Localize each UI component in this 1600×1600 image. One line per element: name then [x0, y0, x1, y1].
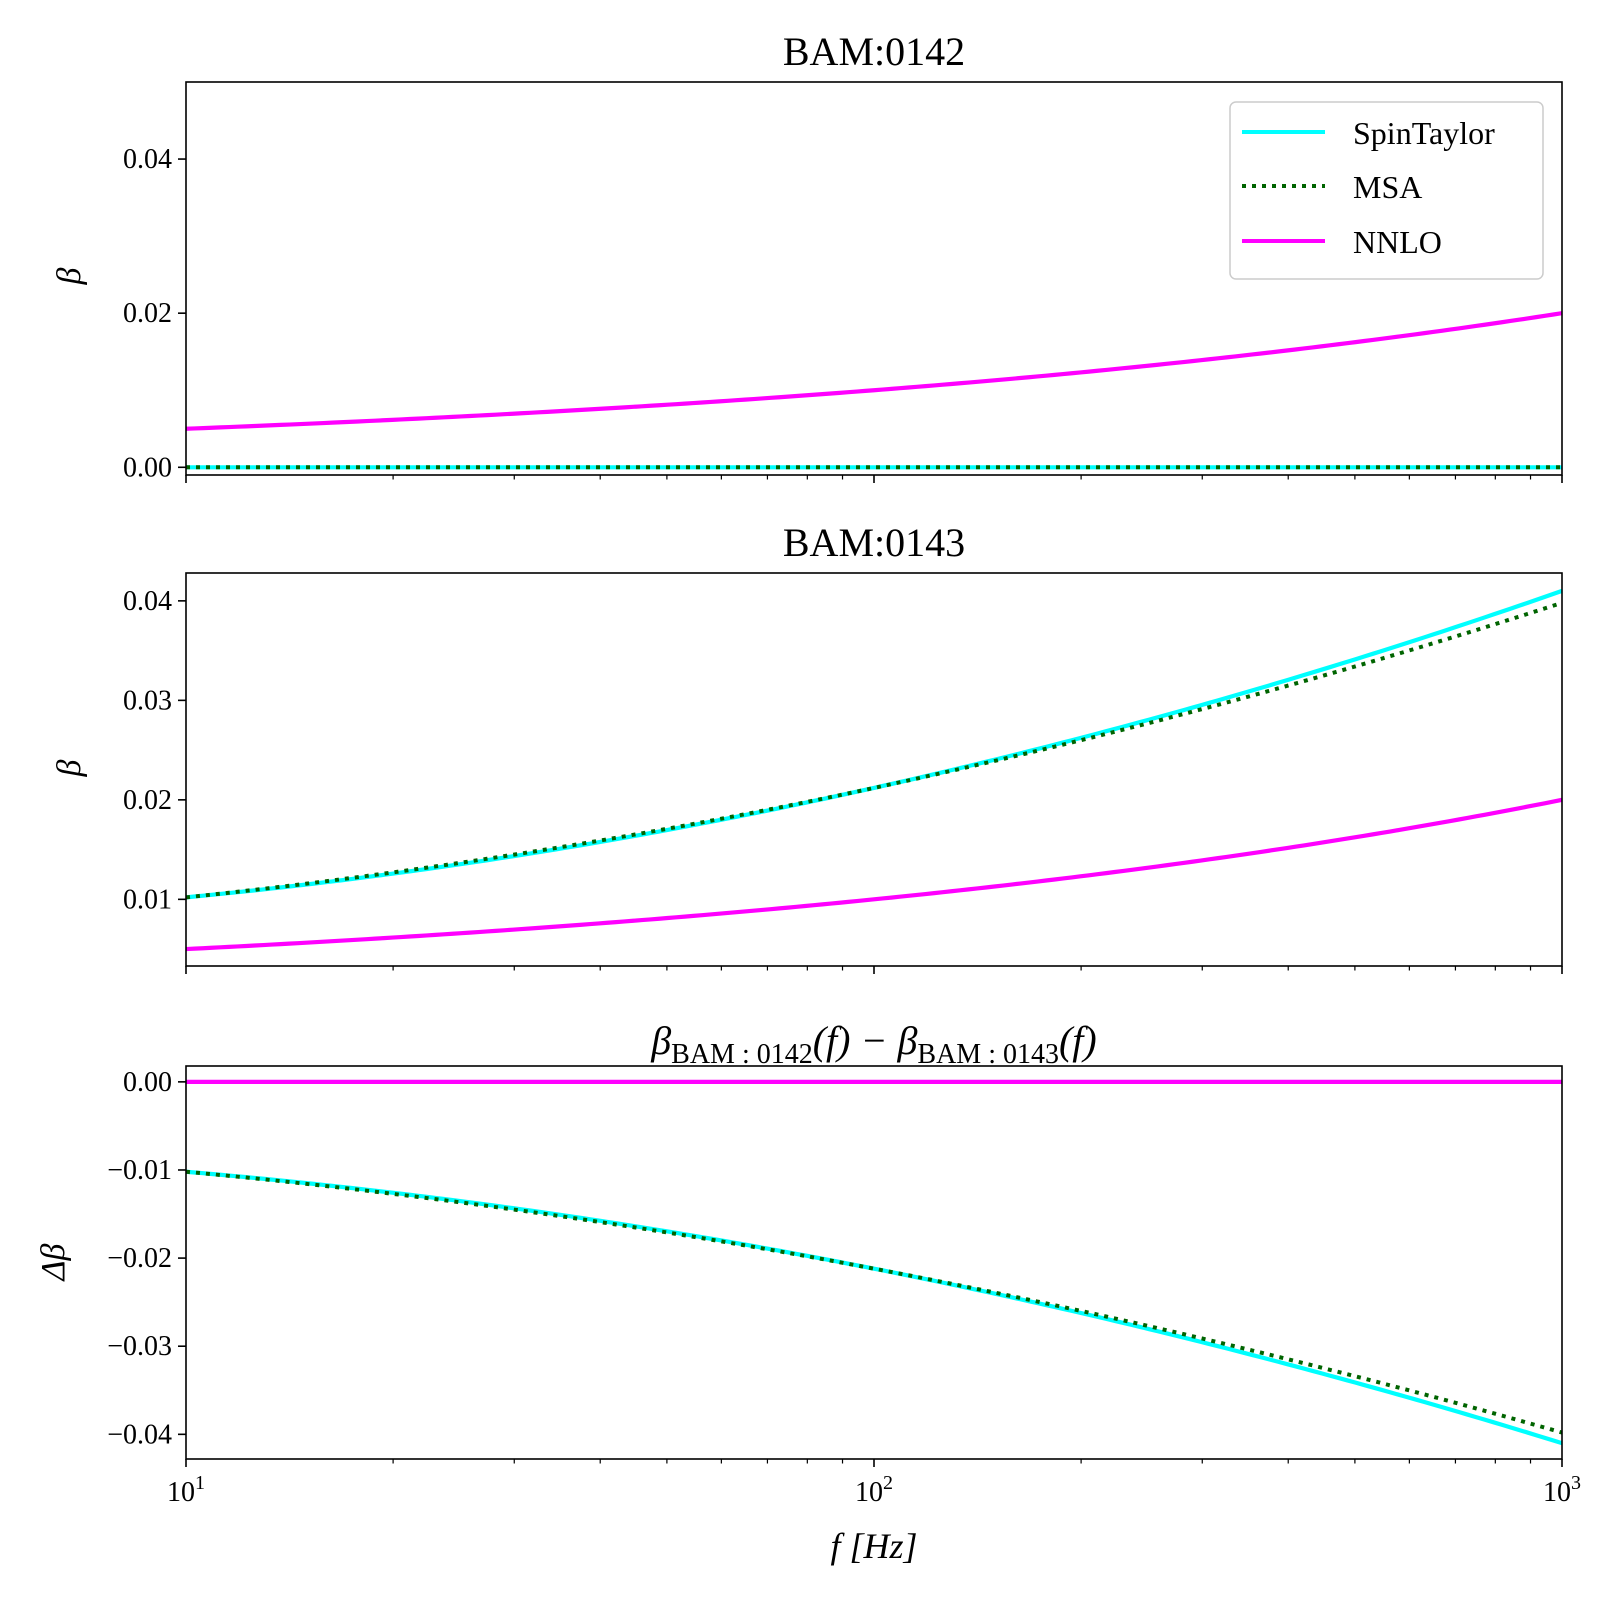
y-axis-label: β: [51, 759, 88, 777]
y-tick-label: 0.00: [123, 1067, 172, 1098]
y-tick-label: 0.04: [123, 586, 172, 617]
panel-title: βBAM : 0142(f) − βBAM : 0143(f): [650, 1018, 1097, 1070]
x-tick-label: 101: [167, 1472, 205, 1508]
legend-frame: [1229, 101, 1544, 280]
x-tick-label: 102: [855, 1472, 893, 1508]
series-layer: [186, 311, 1562, 470]
x-axis-label: f [Hz]: [830, 1526, 917, 1566]
y-tick-label: −0.03: [107, 1331, 172, 1362]
legend-label-nnlo: NNLO: [1353, 224, 1442, 260]
panel-bam-0142: BAM:0142 0.00 0.02 0.04 β SpinTaylor MSA N…: [51, 29, 1563, 483]
y-tick-label: 0.03: [123, 685, 172, 716]
y-tick-label: 0.02: [123, 785, 172, 816]
panel-bam-0143: BAM:0143 0.01 0.02 0.03 0.04 β: [51, 520, 1563, 974]
series-line-nnlo: [186, 797, 1562, 952]
y-tick-label: −0.04: [107, 1419, 172, 1450]
legend-label-msa: MSA: [1353, 169, 1422, 205]
y-tick-label: −0.01: [107, 1155, 172, 1186]
panel-difference: βBAM : 0142(f) − βBAM : 0143(f) 0.00 −0.0…: [35, 1018, 1581, 1566]
y-axis-label: β: [51, 267, 88, 285]
y-tick-label: 0.01: [123, 884, 172, 915]
y-tick-label: −0.02: [107, 1243, 172, 1274]
y-tick-label: 0.04: [123, 144, 172, 175]
y-axis-label: Δβ: [35, 1243, 72, 1282]
axis-layer: 0.00 0.02 0.04: [123, 81, 1563, 483]
series-layer: [186, 1079, 1562, 1446]
series-line-nnlo: [186, 311, 1562, 431]
legend-label-spintaylor: SpinTaylor: [1353, 115, 1495, 151]
series-line-msa: [186, 1169, 1562, 1435]
axis-layer: 0.00 −0.01 −0.02 −0.03 −0.04 101 102 103: [107, 1065, 1581, 1508]
x-tick-label: 103: [1543, 1472, 1581, 1508]
series-line-msa: [186, 600, 1562, 900]
panel-title: BAM:0142: [783, 29, 965, 74]
axis-layer: 0.01 0.02 0.03 0.04: [123, 572, 1563, 974]
series-layer: [186, 588, 1562, 952]
y-tick-label: 0.02: [123, 298, 172, 329]
panel-title: BAM:0143: [783, 520, 965, 565]
legend: SpinTaylor MSA NNLO: [1229, 101, 1544, 280]
y-tick-label: 0.00: [123, 452, 172, 483]
